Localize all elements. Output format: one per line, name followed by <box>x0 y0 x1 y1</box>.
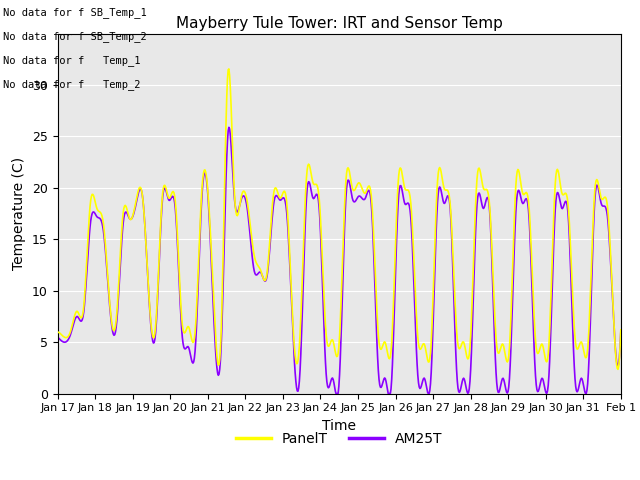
Title: Mayberry Tule Tower: IRT and Sensor Temp: Mayberry Tule Tower: IRT and Sensor Temp <box>176 16 502 31</box>
Legend: PanelT, AM25T: PanelT, AM25T <box>230 426 448 452</box>
Text: No data for f   Temp_2: No data for f Temp_2 <box>3 79 141 90</box>
Text: No data for f   Temp_1: No data for f Temp_1 <box>3 55 141 66</box>
Y-axis label: Temperature (C): Temperature (C) <box>12 157 26 270</box>
Text: No data for f SB_Temp_2: No data for f SB_Temp_2 <box>3 31 147 42</box>
X-axis label: Time: Time <box>322 419 356 433</box>
Text: No data for f SB_Temp_1: No data for f SB_Temp_1 <box>3 7 147 18</box>
